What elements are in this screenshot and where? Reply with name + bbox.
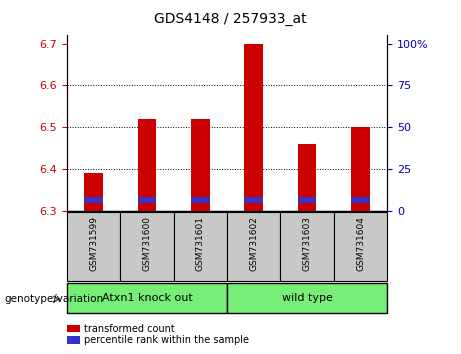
Text: GSM731601: GSM731601: [196, 216, 205, 271]
Bar: [351, 127, 370, 211]
Text: GSM731599: GSM731599: [89, 216, 98, 271]
Bar: [280, 212, 334, 281]
Bar: [298, 197, 317, 203]
Bar: [67, 212, 120, 281]
Bar: [244, 44, 263, 211]
Text: GSM731600: GSM731600: [142, 216, 152, 271]
Text: transformed count: transformed count: [84, 324, 175, 333]
Bar: [351, 197, 370, 203]
Text: percentile rank within the sample: percentile rank within the sample: [84, 335, 249, 345]
Text: GSM731604: GSM731604: [356, 216, 365, 271]
Bar: [191, 197, 210, 203]
Bar: [67, 325, 80, 332]
Bar: [67, 336, 80, 344]
Text: Atxn1 knock out: Atxn1 knock out: [101, 293, 192, 303]
Bar: [174, 212, 227, 281]
Text: wild type: wild type: [282, 293, 332, 303]
Text: GSM731602: GSM731602: [249, 216, 258, 271]
Bar: [298, 144, 317, 211]
Bar: [227, 283, 387, 313]
Bar: [227, 212, 280, 281]
Bar: [334, 212, 387, 281]
Text: genotype/variation: genotype/variation: [5, 294, 104, 304]
Text: GDS4148 / 257933_at: GDS4148 / 257933_at: [154, 12, 307, 27]
Bar: [137, 119, 156, 211]
Bar: [244, 197, 263, 203]
Bar: [84, 197, 103, 203]
Bar: [67, 283, 227, 313]
Bar: [191, 119, 210, 211]
Bar: [120, 212, 174, 281]
Bar: [137, 197, 156, 203]
Bar: [84, 173, 103, 211]
Text: GSM731603: GSM731603: [302, 216, 312, 271]
